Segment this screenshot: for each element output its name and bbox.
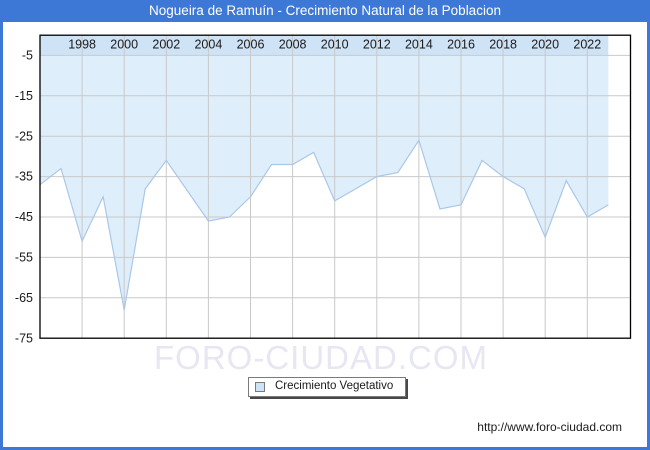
svg-text:2018: 2018 — [489, 38, 517, 52]
svg-text:2006: 2006 — [237, 38, 265, 52]
svg-text:2022: 2022 — [573, 38, 601, 52]
svg-text:2002: 2002 — [152, 38, 180, 52]
svg-text:1998: 1998 — [68, 38, 96, 52]
svg-text:-65: -65 — [15, 291, 33, 305]
svg-text:2020: 2020 — [531, 38, 559, 52]
svg-text:-5: -5 — [22, 49, 33, 63]
svg-text:-45: -45 — [15, 210, 33, 224]
svg-text:-35: -35 — [15, 170, 33, 184]
svg-text:-25: -25 — [15, 129, 33, 143]
svg-text:-15: -15 — [15, 89, 33, 103]
svg-text:2004: 2004 — [194, 38, 222, 52]
svg-text:2014: 2014 — [405, 38, 433, 52]
svg-text:2000: 2000 — [110, 38, 138, 52]
svg-text:2008: 2008 — [279, 38, 307, 52]
svg-text:2010: 2010 — [321, 38, 349, 52]
svg-text:-75: -75 — [15, 331, 33, 345]
svg-text:-55: -55 — [15, 251, 33, 265]
svg-text:2016: 2016 — [447, 38, 475, 52]
svg-text:2012: 2012 — [363, 38, 391, 52]
